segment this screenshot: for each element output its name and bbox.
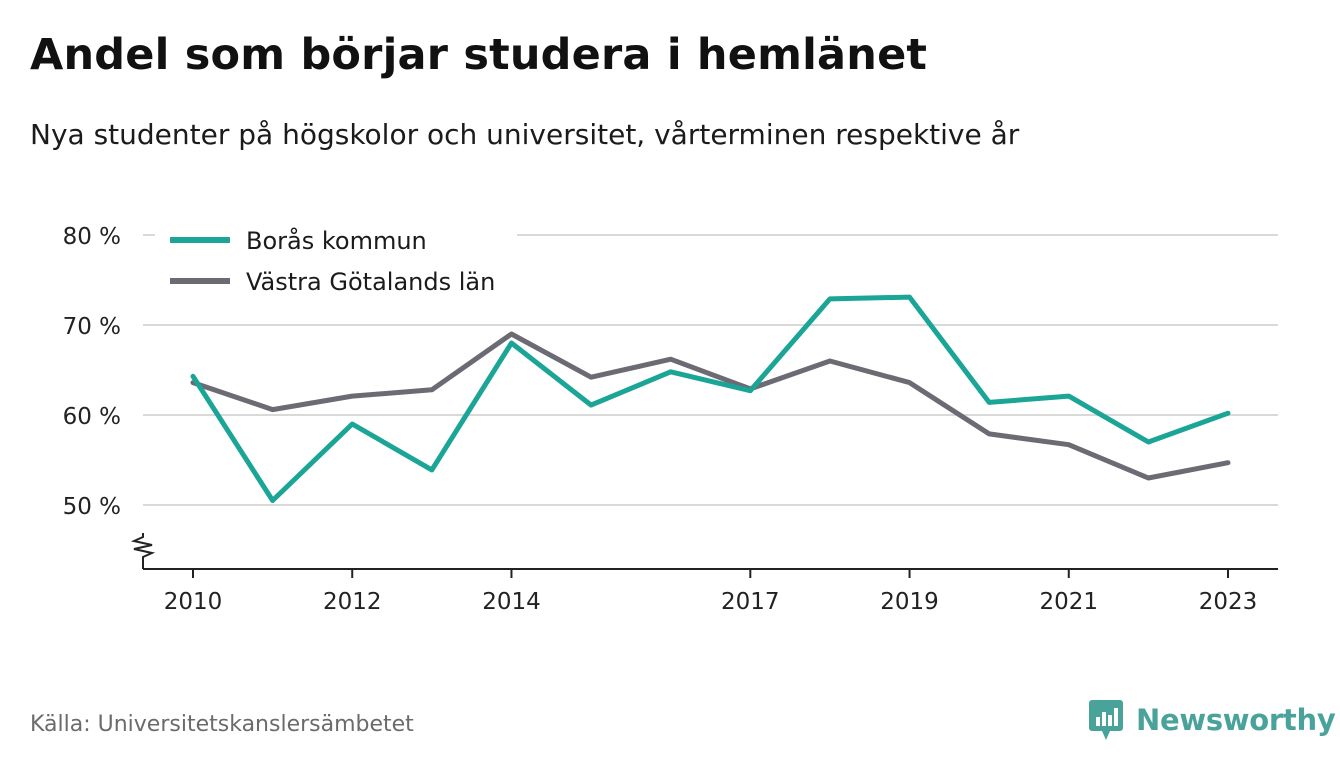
x-tick-label: 2010	[164, 589, 223, 615]
chart-title: Andel som börjar studera i hemlänet	[30, 30, 928, 80]
x-tick-label: 2021	[1039, 589, 1098, 615]
y-tick-label: 50 %	[63, 494, 121, 520]
y-tick-label: 80 %	[63, 224, 121, 250]
x-tick-label: 2014	[482, 589, 541, 615]
brand-logo[interactable]: Newsworthy	[1088, 698, 1336, 742]
line-chart: 50 % 60 % 70 % 80 % 2010 2012 2014 2017 2019 2021…	[63, 222, 1278, 615]
legend-background	[155, 222, 517, 300]
x-tick-label: 2019	[880, 589, 939, 615]
series-lines	[190, 294, 1231, 503]
y-tick-label: 60 %	[63, 404, 121, 430]
series-line-vastra-gotalands-lan	[190, 331, 1231, 481]
y-axis-break-mark	[130, 533, 156, 560]
newsworthy-logo-icon	[1089, 700, 1123, 740]
legend-label: Borås kommun	[246, 226, 427, 255]
series-line-boras-kommun	[190, 294, 1231, 503]
legend: Borås kommun Västra Götalands län	[155, 222, 517, 300]
axes: 50 % 60 % 70 % 80 % 2010 2012 2014 2017 2019 2021…	[63, 224, 1278, 615]
chart-subtitle: Nya studenter på högskolor och universit…	[30, 118, 1020, 151]
y-tick-label: 70 %	[63, 314, 121, 340]
brand-name: Newsworthy	[1136, 703, 1336, 737]
x-tick-label: 2012	[323, 589, 382, 615]
source-note: Källa: Universitetskanslersämbetet	[30, 712, 414, 737]
legend-label: Västra Götalands län	[246, 268, 495, 296]
x-tick-label: 2017	[721, 589, 780, 615]
x-tick-label: 2023	[1199, 589, 1258, 615]
